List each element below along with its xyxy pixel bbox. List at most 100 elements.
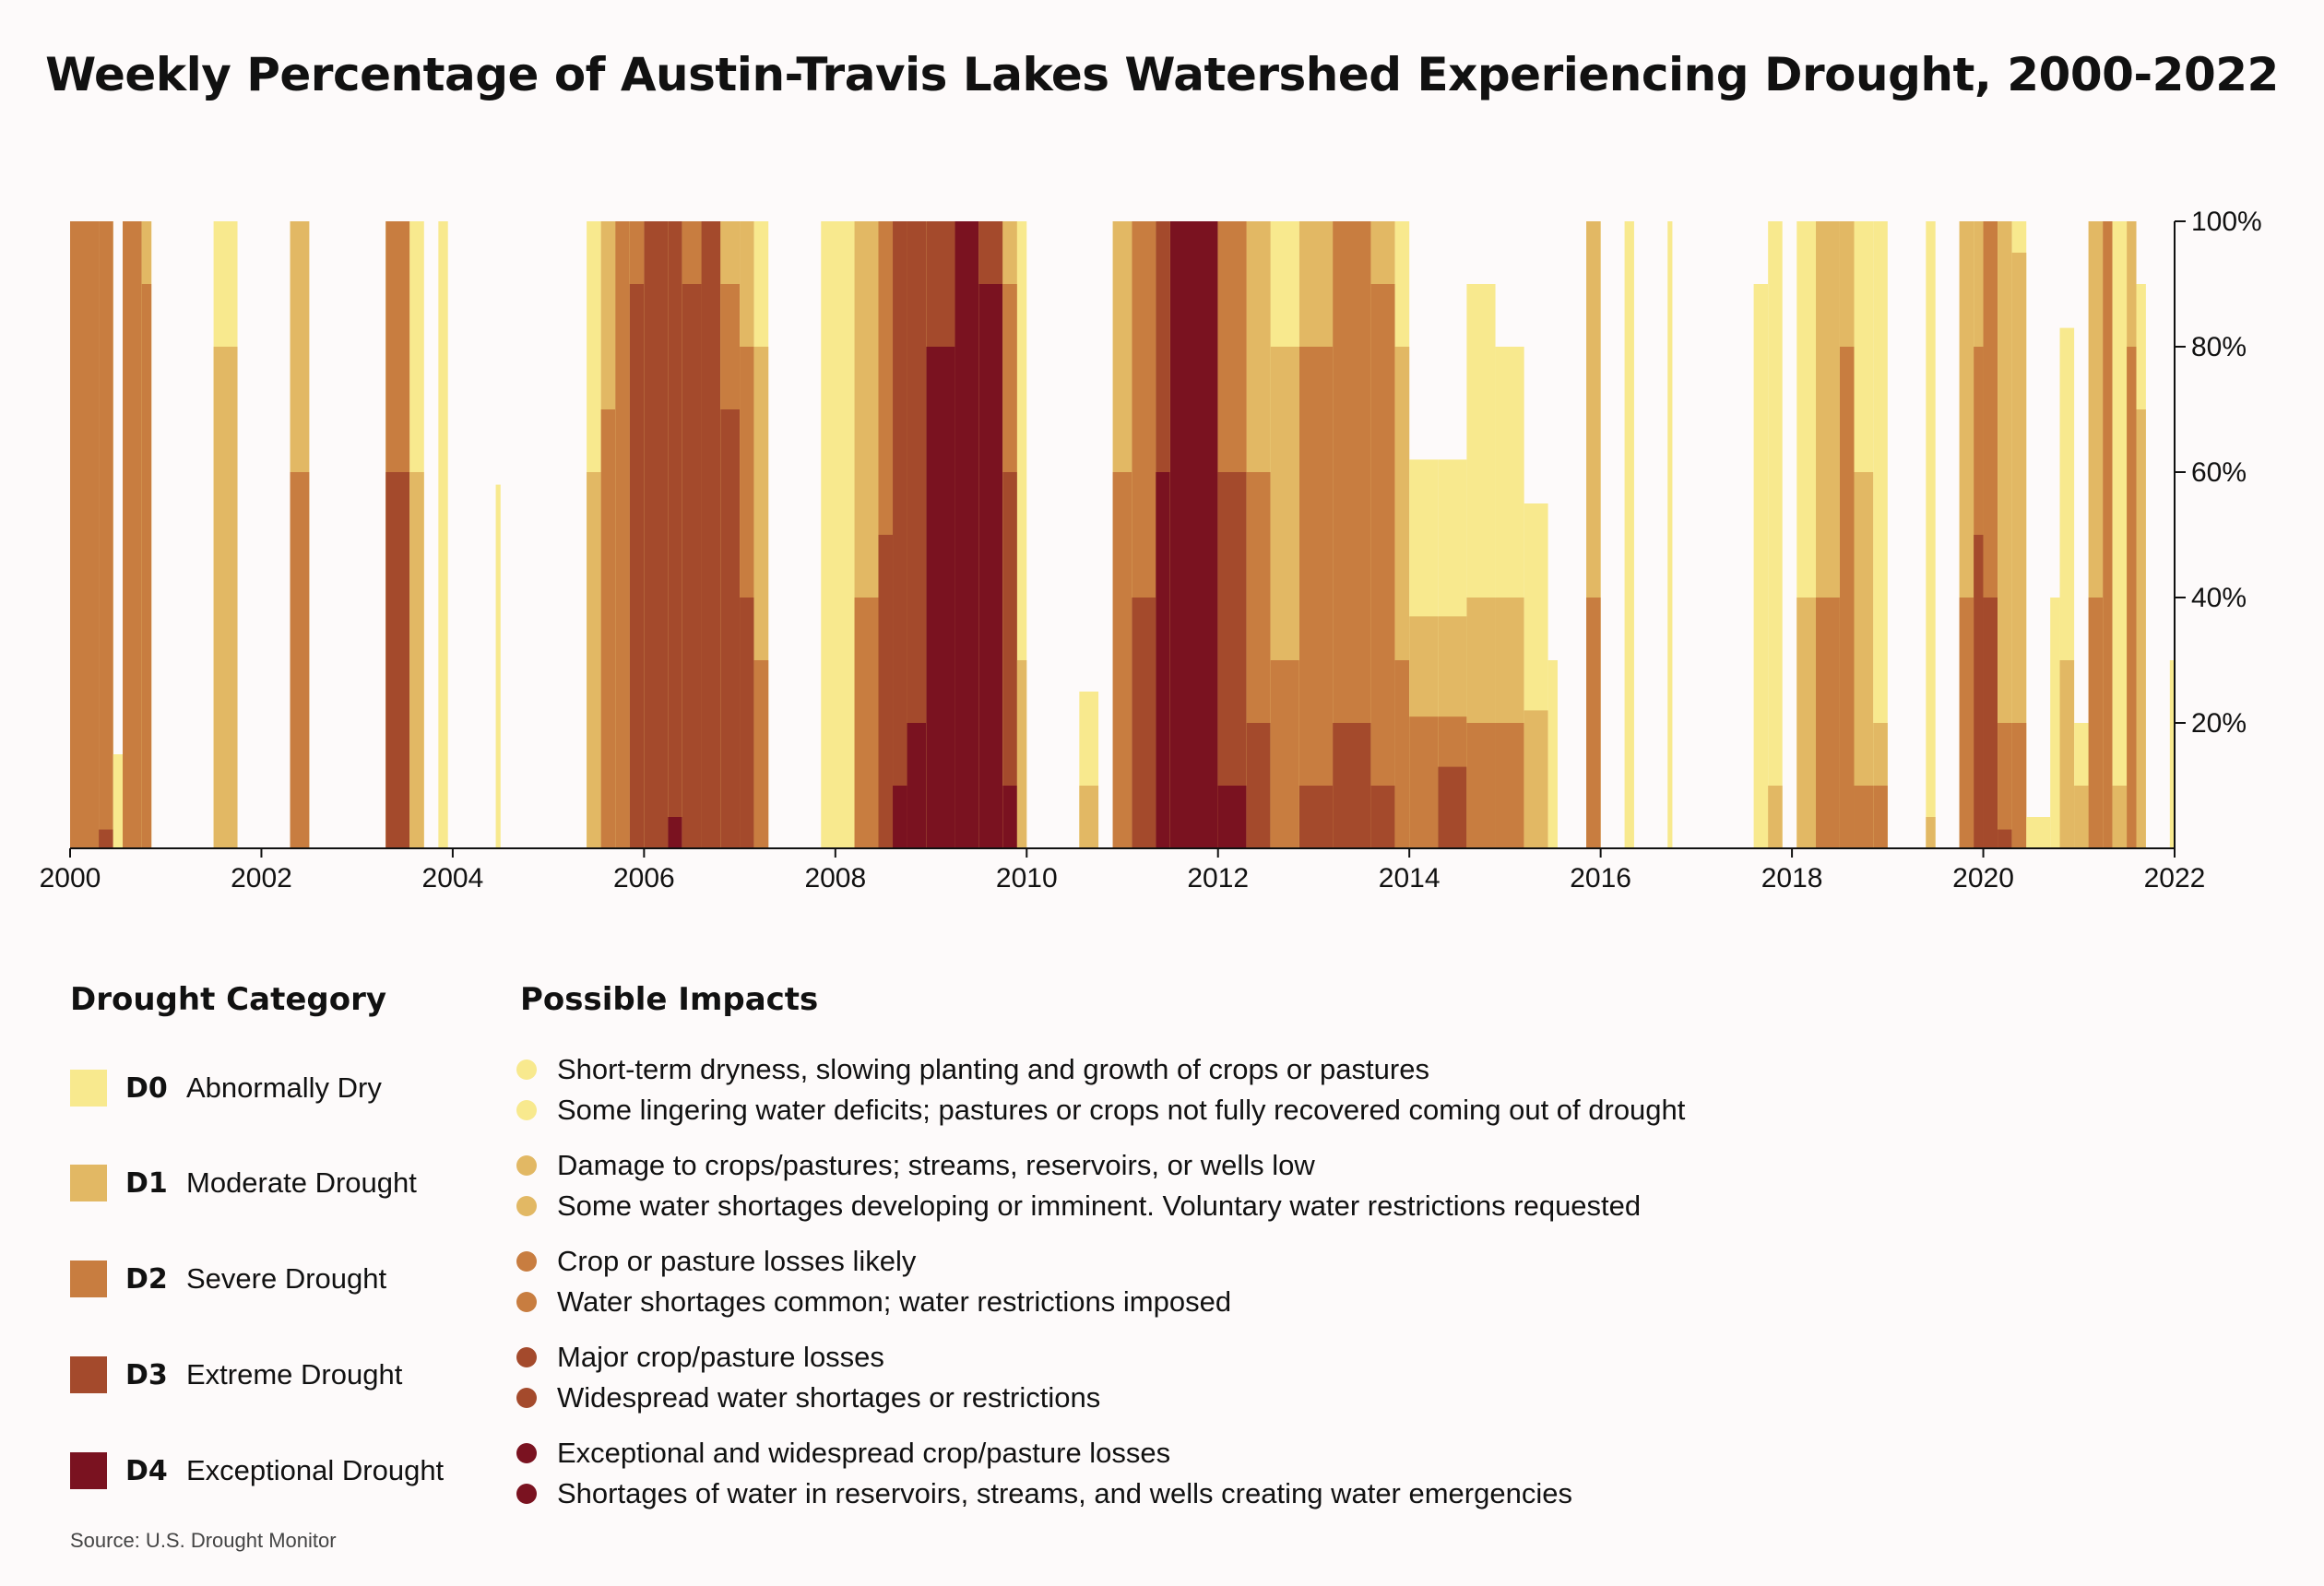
impact-item: Water shortages common; water restrictio… [516, 1282, 1231, 1322]
drought-bar-d1 [2074, 786, 2089, 848]
drought-bar-d4 [954, 221, 979, 848]
legend-code: D2 [125, 1262, 168, 1296]
chart-title: Weekly Percentage of Austin-Travis Lakes… [45, 48, 2279, 101]
impact-text: Short-term dryness, slowing planting and… [557, 1053, 1429, 1085]
drought-bar-d1 [1796, 598, 1817, 848]
drought-bar-d3 [1298, 786, 1334, 848]
impact-item: Some lingering water deficits; pastures … [516, 1090, 1685, 1130]
drought-bar-d2 [600, 409, 616, 848]
drought-bar-d1 [1768, 786, 1783, 848]
drought-bar-d2 [615, 221, 630, 848]
drought-bar-d3 [740, 598, 754, 848]
legend-label: Exceptional Drought [186, 1454, 445, 1486]
legend-swatch-d0 [70, 1070, 107, 1107]
drought-bar-d3 [1370, 786, 1395, 848]
drought-bar-d0 [1768, 221, 1783, 848]
drought-bar-d4 [1169, 221, 1218, 848]
impact-text: Some water shortages developing or immin… [557, 1190, 1642, 1222]
impact-item: Exceptional and widespread crop/pasture … [516, 1433, 1572, 1474]
drought-bar-d0 [2050, 598, 2060, 848]
drought-bars [70, 221, 2175, 849]
drought-bar-d1 [1524, 710, 1548, 848]
drought-bar-d1 [2011, 253, 2027, 848]
drought-bar-d4 [926, 347, 955, 848]
legend-label: Abnormally Dry [186, 1071, 382, 1104]
y-tick-label: 40% [2191, 583, 2247, 613]
drought-bar-d2 [1586, 598, 1601, 848]
drought-bar-d0 [2026, 817, 2051, 848]
drought-bar-d0 [1753, 284, 1769, 848]
legend-d3: D3 Extreme Drought [70, 1356, 402, 1393]
drought-bar-d1 [2059, 660, 2075, 848]
impact-group-d1: Damage to crops/pastures; streams, reser… [516, 1145, 1641, 1226]
impact-item: Major crop/pasture losses [516, 1337, 1100, 1378]
drought-bar-d2 [1495, 723, 1524, 848]
drought-bar-d3 [1983, 598, 1998, 848]
drought-bar-d0 [821, 221, 855, 848]
drought-bar-d2 [1959, 598, 1974, 848]
drought-bar-d1 [587, 472, 601, 848]
bullet-dot [516, 1059, 537, 1080]
drought-bar-d4 [978, 284, 1003, 848]
drought-bar-d0 [2112, 221, 2128, 848]
legend-code: D3 [125, 1358, 168, 1391]
drought-bar-d2 [99, 221, 113, 848]
drought-bar-d3 [701, 221, 721, 848]
drought-bar-d2 [1370, 284, 1395, 848]
drought-bar-d0 [495, 484, 501, 848]
drought-bar-d0 [113, 754, 124, 848]
impacts-heading: Possible Impacts [520, 981, 819, 1018]
drought-bar-d4 [1217, 786, 1247, 848]
x-tick-label: 2020 [1952, 863, 2014, 894]
drought-bar-d1 [1926, 817, 1936, 848]
impact-text: Crop or pasture losses likely [557, 1245, 917, 1277]
x-tick-label: 2004 [422, 863, 484, 894]
y-tick-label: 60% [2191, 457, 2247, 488]
drought-bar-d2 [1816, 598, 1840, 848]
legend-label: Moderate Drought [186, 1166, 417, 1199]
x-tick-label: 2006 [613, 863, 675, 894]
drought-chart: 2000 2002 2004 2006 2008 2010 2012 2014 2016 2018… [40, 207, 2262, 894]
category-heading: Drought Category [70, 981, 387, 1018]
x-tick-label: 2016 [1570, 863, 1631, 894]
impact-text: Widespread water shortages or restrictio… [557, 1381, 1101, 1414]
drought-bar-d1 [1998, 221, 2012, 848]
drought-bar-d2 [854, 598, 879, 848]
bullet-dot [516, 1347, 537, 1367]
drought-bar-d2 [141, 284, 152, 848]
impact-item: Damage to crops/pastures; streams, reser… [516, 1145, 1641, 1186]
impact-text: Shortages of water in reservoirs, stream… [557, 1477, 1572, 1509]
impact-text: Water shortages common; water restrictio… [557, 1285, 1232, 1318]
drought-bar-d3 [878, 535, 894, 848]
bullet-dot [516, 1388, 537, 1408]
x-tick-label: 2022 [2144, 863, 2206, 894]
drought-bar-d0 [1667, 221, 1673, 848]
source-note: Source: U.S. Drought Monitor [70, 1529, 337, 1552]
drought-bar-d1 [213, 347, 238, 848]
impact-group-d2: Crop or pasture losses likely Water shor… [516, 1241, 1231, 1322]
drought-bar-d3 [682, 284, 702, 848]
legend-d2: D2 Severe Drought [70, 1261, 386, 1297]
drought-bar-d1 [1079, 786, 1099, 848]
drought-bar-d1 [409, 472, 424, 848]
drought-bar-d4 [907, 723, 927, 848]
x-tick-label: 2014 [1379, 863, 1441, 894]
drought-bar-d2 [290, 472, 310, 848]
impact-item: Widespread water shortages or restrictio… [516, 1378, 1100, 1418]
drought-bar-d0 [1547, 660, 1558, 848]
drought-bar-d2 [753, 660, 769, 848]
drought-bar-d3 [644, 221, 669, 848]
legend-swatch-d1 [70, 1165, 107, 1201]
drought-bar-d3 [1002, 472, 1017, 848]
drought-bar-d1 [1016, 660, 1027, 848]
drought-bar-d0 [1624, 221, 1634, 848]
drought-bar-d3 [1333, 723, 1371, 848]
drought-bar-d0 [1016, 221, 1027, 848]
bullet-dot [516, 1196, 537, 1216]
drought-bar-d3 [629, 284, 645, 848]
drought-bar-d2 [2103, 221, 2113, 848]
drought-bar-d2 [1298, 347, 1334, 848]
y-tick-label: 80% [2191, 332, 2247, 362]
drought-bar-d0 [1873, 221, 1888, 848]
bullet-dot [516, 1443, 537, 1463]
